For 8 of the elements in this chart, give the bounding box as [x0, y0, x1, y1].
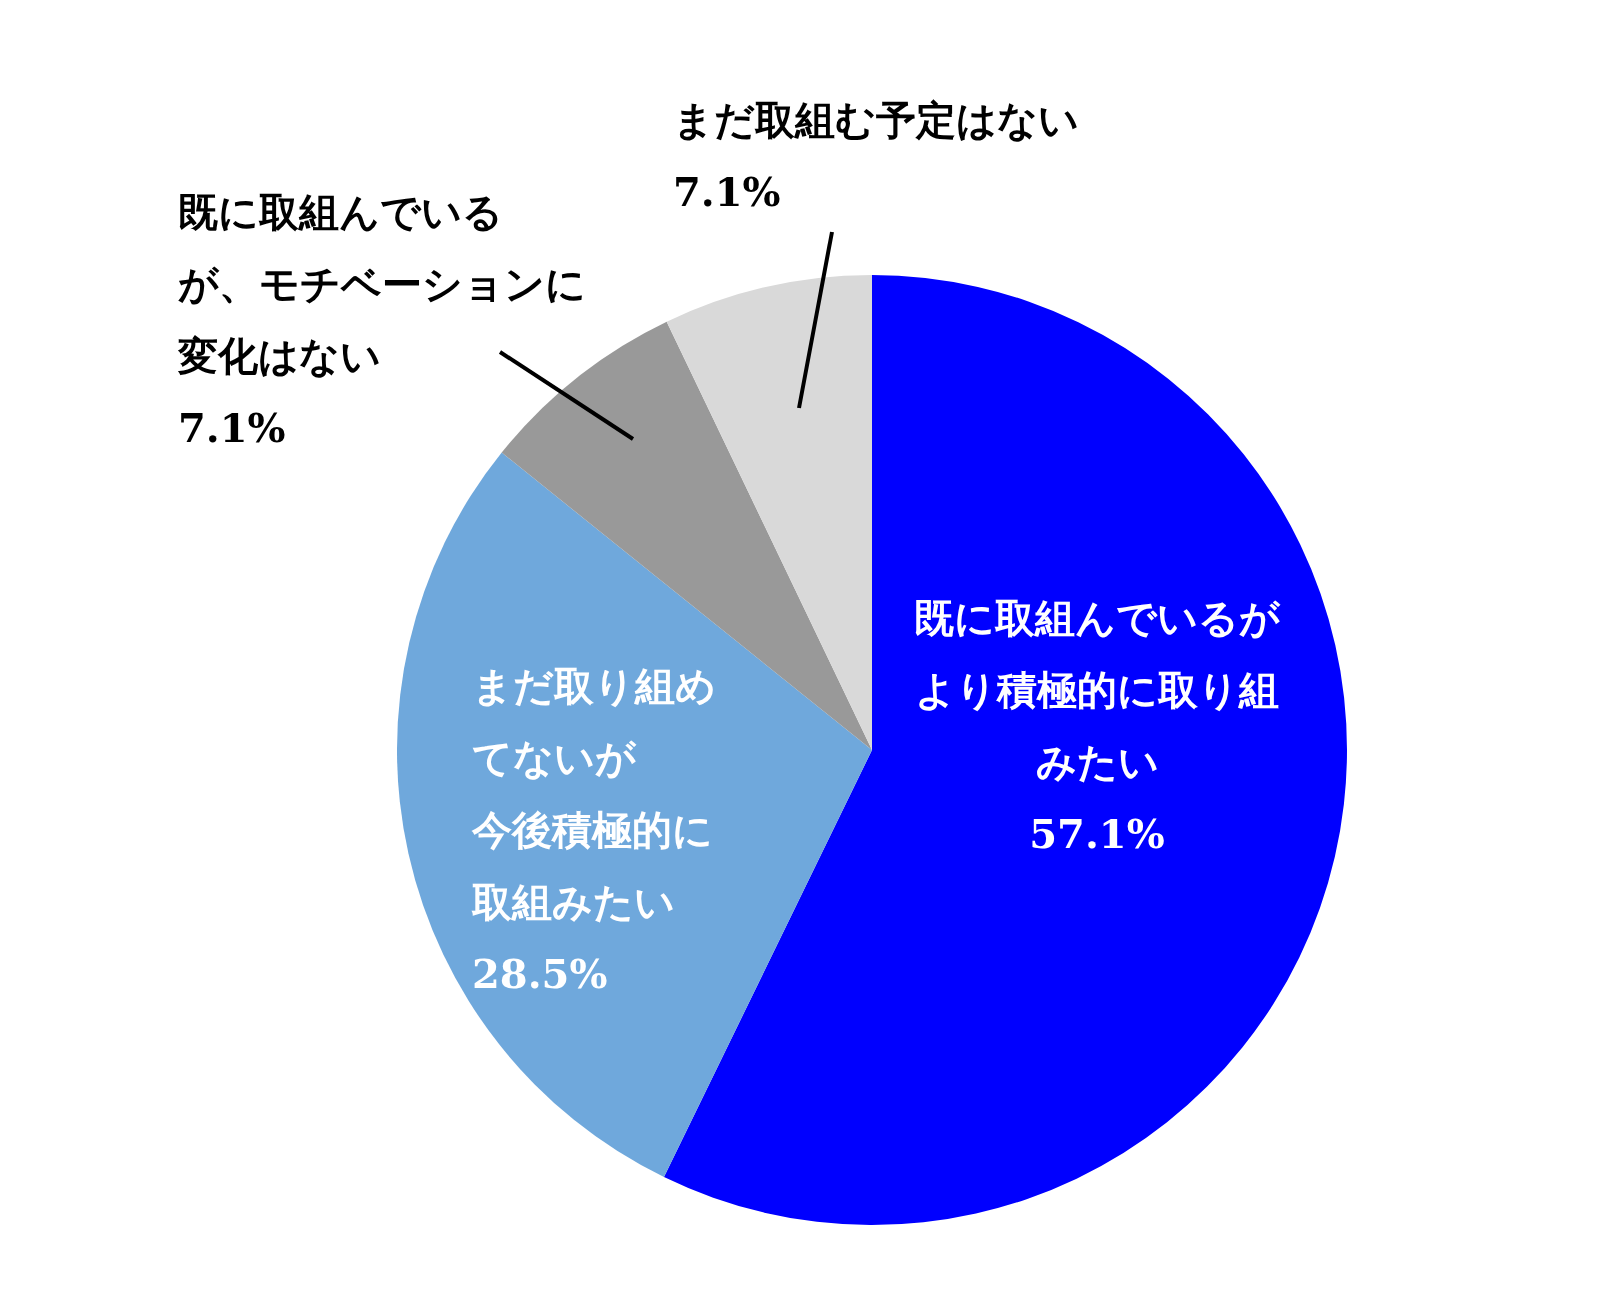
data-label: 28.5%: [472, 950, 608, 997]
slice-label: まだ取組む予定はない: [673, 96, 1079, 143]
slice-label: 既に取組んでいるが、モチベーションに変化はない: [177, 188, 586, 379]
data-label: 7.1%: [178, 404, 286, 451]
data-label: 57.1%: [1029, 810, 1165, 857]
data-label: 7.1%: [673, 168, 781, 215]
slice-label: まだ取り組めてないが今後積極的に取組みたい: [471, 662, 716, 925]
slice-label: 既に取組んでいるがより積極的に取り組みたい: [914, 594, 1281, 785]
